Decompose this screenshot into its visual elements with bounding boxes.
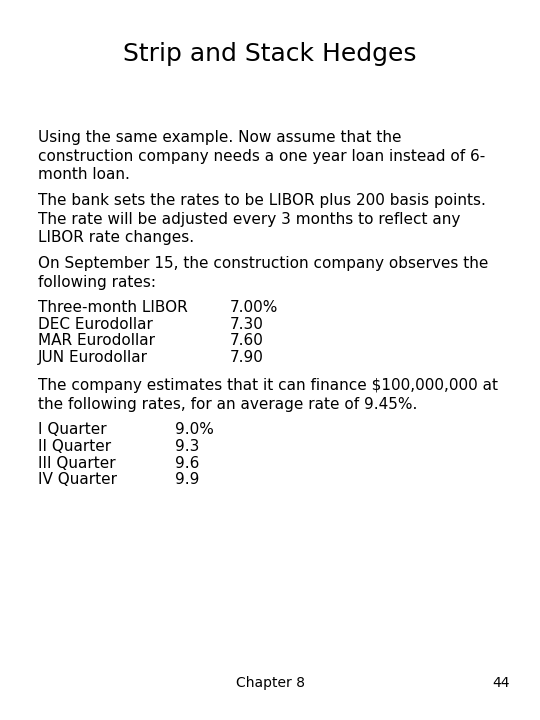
Text: 7.90: 7.90 xyxy=(230,350,264,365)
Text: IV Quarter: IV Quarter xyxy=(38,472,117,487)
Text: 9.6: 9.6 xyxy=(175,456,199,470)
Text: The company estimates that it can finance $100,000,000 at
the following rates, f: The company estimates that it can financ… xyxy=(38,379,498,412)
Text: 9.9: 9.9 xyxy=(175,472,199,487)
Text: 7.30: 7.30 xyxy=(230,317,264,332)
Text: JUN Eurodollar: JUN Eurodollar xyxy=(38,350,148,365)
Text: Chapter 8: Chapter 8 xyxy=(235,676,305,690)
Text: 7.60: 7.60 xyxy=(230,333,264,348)
Text: MAR Eurodollar: MAR Eurodollar xyxy=(38,333,155,348)
Text: 7.00%: 7.00% xyxy=(230,300,279,315)
Text: 9.3: 9.3 xyxy=(175,439,199,454)
Text: Using the same example. Now assume that the
construction company needs a one yea: Using the same example. Now assume that … xyxy=(38,130,485,182)
Text: 9.0%: 9.0% xyxy=(175,423,214,438)
Text: The bank sets the rates to be LIBOR plus 200 basis points.
The rate will be adju: The bank sets the rates to be LIBOR plus… xyxy=(38,193,486,246)
Text: 44: 44 xyxy=(492,676,510,690)
Text: I Quarter: I Quarter xyxy=(38,423,106,438)
Text: II Quarter: II Quarter xyxy=(38,439,111,454)
Text: III Quarter: III Quarter xyxy=(38,456,116,470)
Text: On September 15, the construction company observes the
following rates:: On September 15, the construction compan… xyxy=(38,256,488,290)
Text: Three-month LIBOR: Three-month LIBOR xyxy=(38,300,188,315)
Text: DEC Eurodollar: DEC Eurodollar xyxy=(38,317,153,332)
Text: Strip and Stack Hedges: Strip and Stack Hedges xyxy=(123,42,417,66)
